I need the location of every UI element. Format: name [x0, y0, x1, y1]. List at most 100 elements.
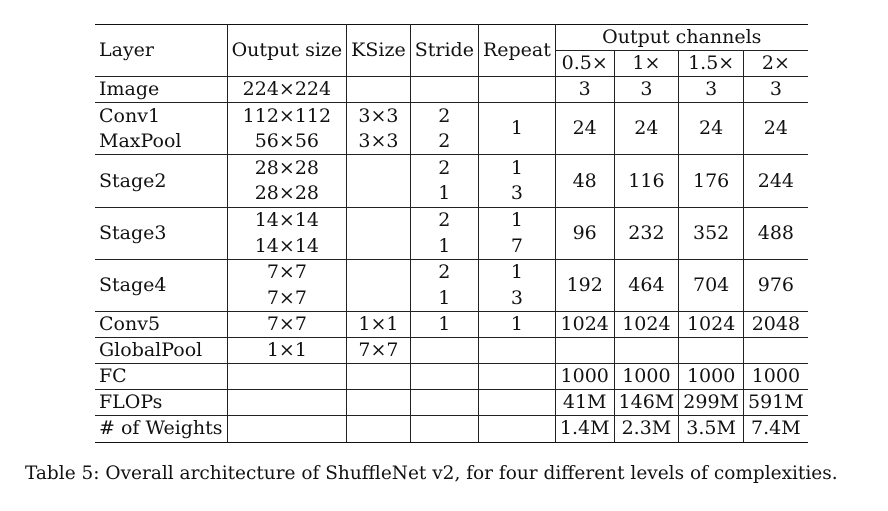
cell-repeat: [477, 76, 556, 103]
table-row-globalpool: GlobalPool 1×1 7×7: [95, 337, 808, 364]
architecture-table: Layer Output size KSize Stride Repeat Ou…: [95, 23, 808, 443]
table-row-stage2: Stage2 28×28 2 1 48 116 176 244: [95, 154, 808, 208]
cell-ksize: [346, 415, 411, 443]
cell-output-size: [226, 389, 348, 416]
cell-channels-1.5x: 299M: [678, 389, 744, 416]
cell-stride: [409, 415, 479, 443]
cell-channels-1x: 24: [613, 102, 680, 155]
cell-output-size: 7×7: [226, 258, 348, 286]
cell-channels-1.5x: 352: [678, 206, 744, 260]
cell-channels-1.5x: 1024: [678, 311, 744, 338]
cell-channels-0.5x: 24: [554, 102, 615, 155]
cell-repeat: 1: [477, 154, 556, 182]
cell-ksize: 3×3: [346, 128, 411, 155]
cell-channels-0.5x: 1.4M: [554, 415, 615, 443]
header-row: Layer Output size KSize Stride Repeat Ou…: [95, 23, 808, 77]
header-complexity-1.5x: 1.5×: [678, 50, 744, 77]
cell-repeat: [477, 389, 556, 416]
cell-stride: [409, 76, 479, 103]
cell-channels-1x: 1024: [613, 311, 680, 338]
cell-channels-0.5x: [554, 337, 615, 364]
cell-output-size: 224×224: [226, 76, 348, 103]
cell-stride: 1: [409, 311, 479, 338]
cell-output-size: 1×1: [226, 337, 348, 364]
cell-repeat: 7: [477, 233, 556, 260]
cell-layer: Conv5: [95, 311, 228, 338]
cell-stride: [409, 389, 479, 416]
header-complexity-row: 0.5× 1× 1.5× 2×: [95, 50, 808, 77]
cell-ksize: 1×1: [346, 311, 411, 338]
cell-channels-1x: 2.3M: [613, 415, 680, 443]
cell-ksize: 7×7: [346, 337, 411, 364]
cell-channels-0.5x: 3: [554, 76, 615, 103]
cell-output-size: 7×7: [226, 311, 348, 338]
cell-channels-2x: 244: [742, 154, 808, 208]
cell-ksize: [346, 363, 411, 390]
cell-repeat: 3: [477, 285, 556, 312]
cell-ksize: 3×3: [346, 102, 411, 129]
table-row-stage3: Stage3 14×14 2 1 96 232 352 488: [95, 206, 808, 260]
cell-output-size: 112×112: [226, 102, 348, 129]
cell-output-size: 28×28: [226, 181, 348, 208]
table-caption: Table 5: Overall architecture of Shuffle…: [25, 463, 838, 484]
cell-channels-0.5x: 96: [554, 206, 615, 260]
cell-ksize: [346, 389, 411, 416]
header-output-size: Output size: [226, 23, 348, 77]
cell-channels-1x: 1000: [613, 363, 680, 390]
cell-channels-0.5x: 1000: [554, 363, 615, 390]
cell-stride: [409, 337, 479, 364]
cell-stride: 2: [409, 258, 479, 286]
cell-repeat: 1: [477, 311, 556, 338]
cell-channels-2x: 3: [742, 76, 808, 103]
cell-repeat: 1: [477, 102, 556, 155]
cell-output-size: 14×14: [226, 206, 348, 234]
cell-output-size: 14×14: [226, 233, 348, 260]
cell-channels-1x: 464: [613, 258, 680, 312]
cell-repeat: [477, 415, 556, 443]
table-row-stage2-sub: 28×28 1 3: [95, 181, 808, 208]
cell-channels-1.5x: 24: [678, 102, 744, 155]
cell-ksize: [346, 206, 411, 260]
cell-layer: FLOPs: [95, 389, 228, 416]
cell-ksize: [346, 258, 411, 312]
cell-channels-2x: 7.4M: [742, 415, 808, 443]
cell-repeat: [477, 337, 556, 364]
table-row-fc: FC 1000 1000 1000 1000: [95, 363, 808, 390]
cell-channels-2x: 2048: [742, 311, 808, 338]
cell-layer: Stage4: [95, 258, 228, 312]
cell-stride: 2: [409, 154, 479, 182]
header-output-channels: Output channels: [554, 23, 808, 52]
cell-channels-1.5x: 704: [678, 258, 744, 312]
cell-output-size: 7×7: [226, 285, 348, 312]
cell-stride: 1: [409, 285, 479, 312]
table-row-conv1: Conv1 112×112 3×3 2 1 24 24 24 24: [95, 102, 808, 155]
table-row-stage4-sub: 7×7 1 3: [95, 285, 808, 312]
cell-repeat: 1: [477, 258, 556, 286]
cell-channels-1.5x: 1000: [678, 363, 744, 390]
header-layer: Layer: [95, 23, 228, 77]
cell-output-size: [226, 363, 348, 390]
table-row-flops: FLOPs 41M 146M 299M 591M: [95, 389, 808, 416]
table-row-weights: # of Weights 1.4M 2.3M 3.5M 7.4M: [95, 415, 808, 443]
cell-channels-2x: 1000: [742, 363, 808, 390]
cell-repeat: [477, 363, 556, 390]
header-ksize: KSize: [346, 23, 411, 77]
cell-layer: Conv1: [95, 102, 228, 129]
table-row-maxpool: MaxPool 56×56 3×3 2: [95, 128, 808, 155]
cell-layer: Image: [95, 76, 228, 103]
cell-ksize: [346, 154, 411, 208]
cell-repeat: 3: [477, 181, 556, 208]
cell-ksize: [346, 76, 411, 103]
table-row-image: Image 224×224 3 3 3 3: [95, 76, 808, 103]
cell-stride: [409, 363, 479, 390]
cell-stride: 1: [409, 181, 479, 208]
cell-repeat: 1: [477, 206, 556, 234]
cell-channels-1.5x: 176: [678, 154, 744, 208]
cell-channels-1.5x: 3.5M: [678, 415, 744, 443]
cell-channels-2x: 976: [742, 258, 808, 312]
cell-stride: 1: [409, 233, 479, 260]
cell-output-size: 56×56: [226, 128, 348, 155]
cell-channels-2x: 24: [742, 102, 808, 155]
header-stride: Stride: [409, 23, 479, 77]
cell-layer: GlobalPool: [95, 337, 228, 364]
